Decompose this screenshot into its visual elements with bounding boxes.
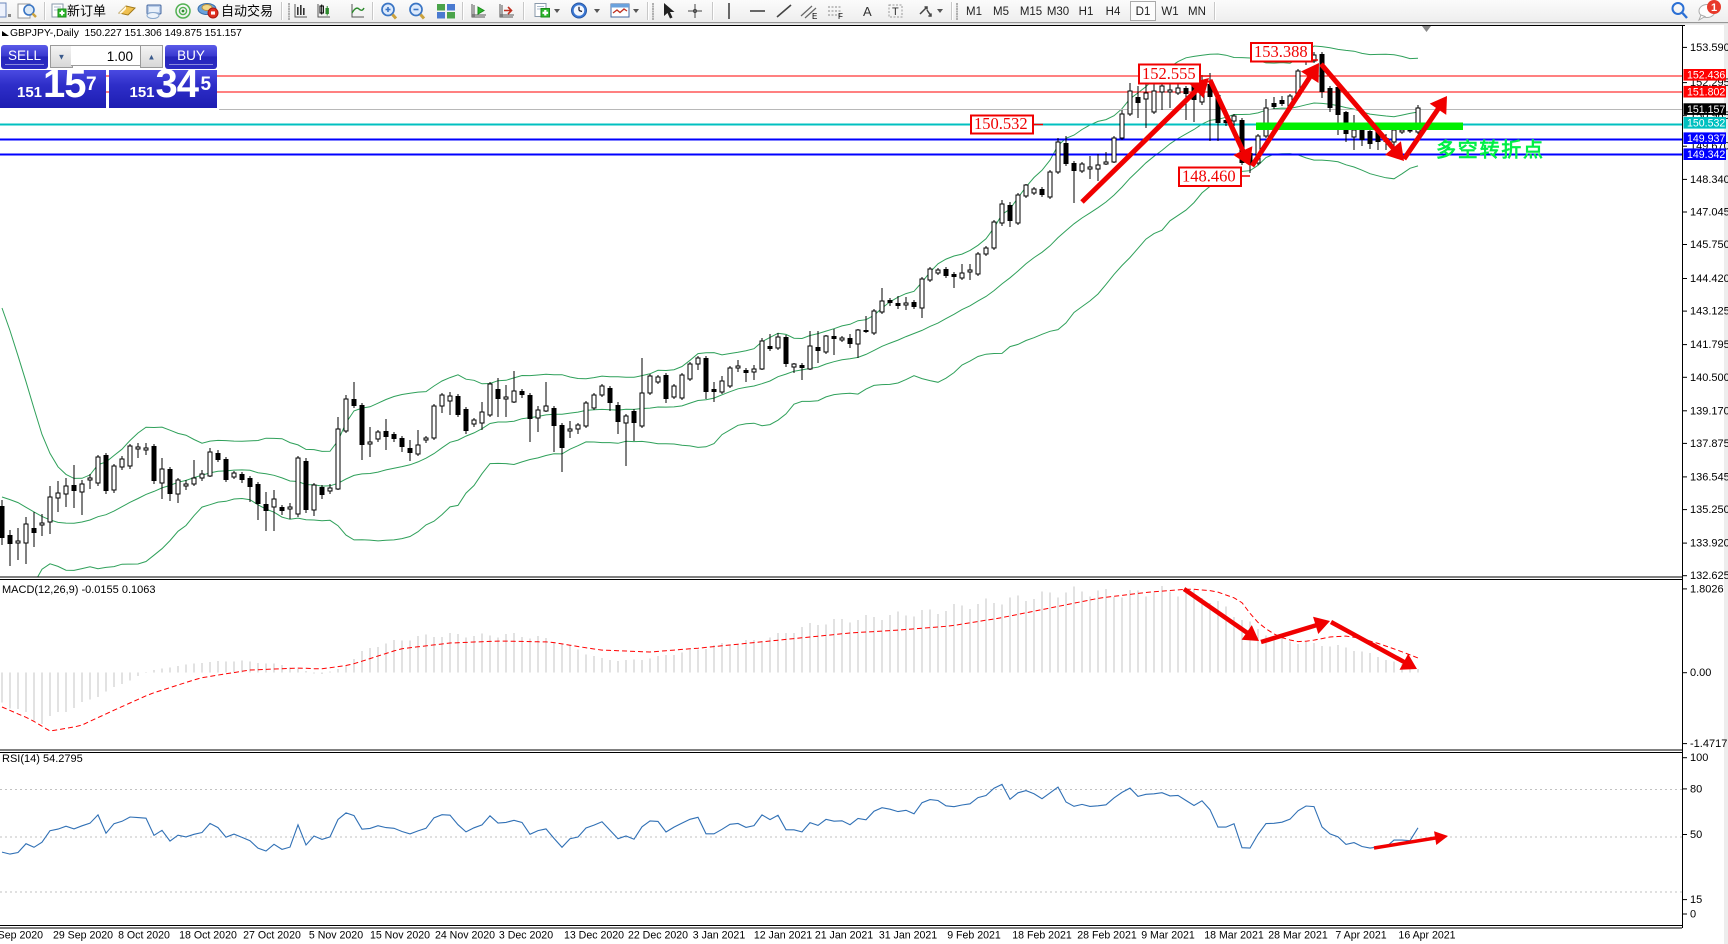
svg-text:F: F <box>838 12 843 21</box>
svg-text:9 Feb 2021: 9 Feb 2021 <box>947 930 1001 942</box>
svg-text:5 Nov 2020: 5 Nov 2020 <box>309 930 363 942</box>
svg-text:132.625: 132.625 <box>1690 570 1728 582</box>
svg-text:140.500: 140.500 <box>1690 372 1728 384</box>
svg-text:137.875: 137.875 <box>1690 438 1728 450</box>
svg-text:18 Oct 2020: 18 Oct 2020 <box>179 930 237 942</box>
svg-text:M1: M1 <box>966 6 982 18</box>
svg-text:15: 15 <box>1690 894 1702 906</box>
svg-text:20 Sep 2020: 20 Sep 2020 <box>0 930 43 942</box>
svg-text:24 Nov 2020: 24 Nov 2020 <box>435 930 495 942</box>
svg-text:135.250: 135.250 <box>1690 504 1728 516</box>
svg-text:1.8026: 1.8026 <box>1690 583 1724 595</box>
svg-text:自动交易: 自动交易 <box>221 4 273 19</box>
svg-text:W1: W1 <box>1161 6 1178 18</box>
svg-text:1: 1 <box>1711 2 1717 14</box>
svg-text:D1: D1 <box>1136 6 1151 18</box>
svg-text:152.555: 152.555 <box>1142 64 1196 83</box>
svg-text:153.590: 153.590 <box>1690 42 1728 54</box>
svg-text:29 Sep 2020: 29 Sep 2020 <box>53 930 113 942</box>
svg-text:151.157: 151.157 <box>1687 104 1725 116</box>
svg-text:149.342: 149.342 <box>1687 149 1725 161</box>
svg-text:新订单: 新订单 <box>67 4 106 19</box>
svg-text:多空转折点: 多空转折点 <box>1436 138 1543 162</box>
svg-text:16 Apr 2021: 16 Apr 2021 <box>1398 930 1455 942</box>
svg-text:27 Oct 2020: 27 Oct 2020 <box>243 930 301 942</box>
svg-text:15 Nov 2020: 15 Nov 2020 <box>370 930 430 942</box>
svg-text:3 Dec 2020: 3 Dec 2020 <box>499 930 553 942</box>
svg-text:22 Dec 2020: 22 Dec 2020 <box>628 930 688 942</box>
svg-text:148.340: 148.340 <box>1690 174 1728 186</box>
svg-text:80: 80 <box>1690 783 1702 795</box>
svg-text:H4: H4 <box>1106 6 1121 18</box>
svg-text:-1.4717: -1.4717 <box>1690 738 1727 750</box>
svg-text:8 Oct 2020: 8 Oct 2020 <box>118 930 170 942</box>
svg-text:28 Feb 2021: 28 Feb 2021 <box>1077 930 1137 942</box>
svg-text:M30: M30 <box>1047 6 1069 18</box>
svg-text:133.920: 133.920 <box>1690 538 1728 550</box>
svg-text:100: 100 <box>1690 752 1708 764</box>
svg-text:151.802: 151.802 <box>1687 87 1725 99</box>
svg-text:MN: MN <box>1188 6 1206 18</box>
svg-text:28 Mar 2021: 28 Mar 2021 <box>1268 930 1328 942</box>
svg-text:12 Jan 2021: 12 Jan 2021 <box>754 930 812 942</box>
svg-text:152.436: 152.436 <box>1687 70 1725 82</box>
svg-text:50: 50 <box>1690 829 1702 841</box>
svg-text:147.045: 147.045 <box>1690 207 1728 219</box>
svg-text:150.532: 150.532 <box>974 114 1028 133</box>
svg-text:3 Jan 2021: 3 Jan 2021 <box>693 930 746 942</box>
svg-text:144.420: 144.420 <box>1690 273 1728 285</box>
svg-text:MACD(12,26,9) -0.0155 0.1063: MACD(12,26,9) -0.0155 0.1063 <box>2 584 155 596</box>
svg-text:T: T <box>892 6 899 18</box>
svg-text:M5: M5 <box>993 6 1009 18</box>
svg-text:153.388: 153.388 <box>1254 42 1308 61</box>
svg-text:9 Mar 2021: 9 Mar 2021 <box>1141 930 1195 942</box>
svg-text:150.532: 150.532 <box>1687 118 1725 130</box>
svg-text:139.170: 139.170 <box>1690 405 1728 417</box>
svg-text:148.460: 148.460 <box>1182 167 1236 186</box>
svg-text:RSI(14) 54.2795: RSI(14) 54.2795 <box>2 753 83 765</box>
svg-text:136.545: 136.545 <box>1690 471 1728 483</box>
svg-text:149.937: 149.937 <box>1687 133 1725 145</box>
svg-text:0.00: 0.00 <box>1690 667 1711 679</box>
svg-text:M15: M15 <box>1020 6 1042 18</box>
svg-text:145.750: 145.750 <box>1690 239 1728 251</box>
svg-text:7 Apr 2021: 7 Apr 2021 <box>1335 930 1386 942</box>
svg-text:A: A <box>863 4 872 19</box>
svg-text:141.795: 141.795 <box>1690 339 1728 351</box>
svg-text:143.125: 143.125 <box>1690 306 1728 318</box>
svg-text:E: E <box>812 12 817 21</box>
svg-text:21 Jan 2021: 21 Jan 2021 <box>815 930 873 942</box>
svg-text:H1: H1 <box>1079 6 1094 18</box>
svg-text:31 Jan 2021: 31 Jan 2021 <box>879 930 937 942</box>
svg-text:18 Mar 2021: 18 Mar 2021 <box>1204 930 1264 942</box>
svg-text:13 Dec 2020: 13 Dec 2020 <box>564 930 624 942</box>
svg-text:0: 0 <box>1690 909 1696 921</box>
svg-text:18 Feb 2021: 18 Feb 2021 <box>1012 930 1072 942</box>
